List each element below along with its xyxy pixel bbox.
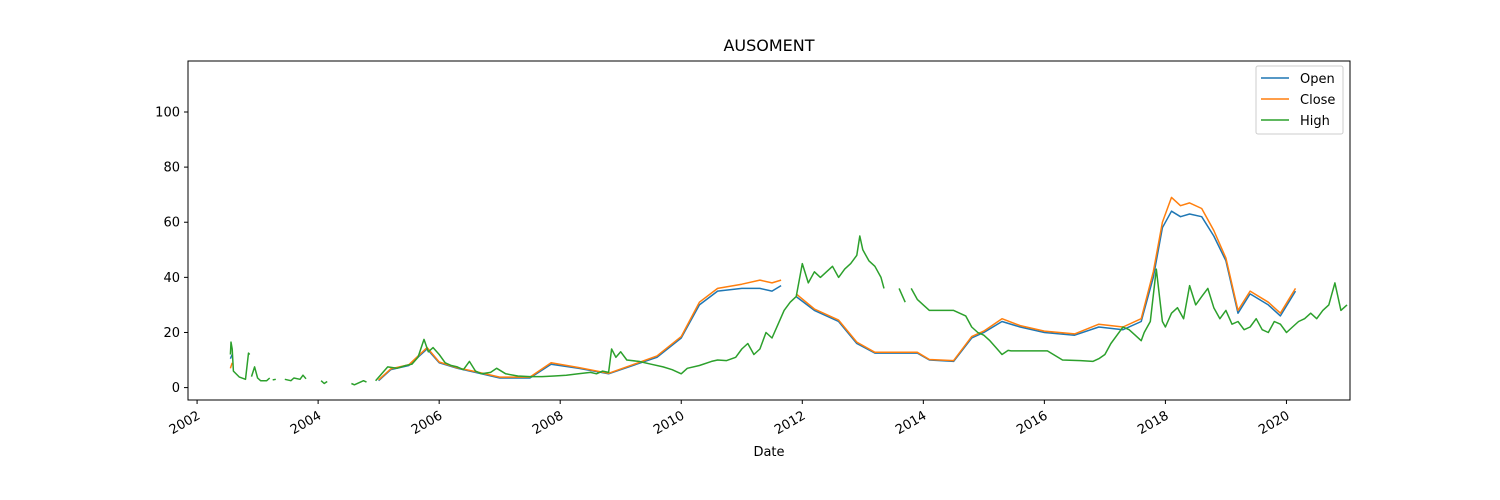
series-line-high (898, 288, 906, 303)
x-axis-label: Date (753, 445, 784, 460)
y-tick-label: 80 (163, 161, 180, 176)
legend-label-close: Close (1300, 93, 1335, 108)
series-line-high (910, 268, 1348, 363)
series-line-open (378, 284, 782, 382)
y-tick-label: 0 (172, 381, 180, 396)
y-tick-label: 60 (163, 216, 180, 231)
series-high (229, 235, 1348, 386)
series-line-close (378, 279, 782, 381)
y-tick-label: 100 (155, 105, 180, 120)
series-line-close (795, 196, 1297, 362)
chart-title: AUSOMENT (723, 36, 814, 55)
series-line-high (229, 341, 251, 381)
series-line-close (229, 362, 233, 369)
series-line-high (320, 380, 328, 385)
legend-box (1255, 65, 1344, 135)
plot-area (229, 196, 1348, 386)
legend: Open Close High (1255, 65, 1344, 135)
y-axis: 0 20 40 60 80 100 (155, 105, 188, 396)
series-line-high (375, 235, 885, 382)
series-line-high (250, 366, 271, 382)
y-tick-label: 20 (163, 326, 180, 341)
series-line-high (272, 378, 276, 381)
legend-label-open: Open (1300, 72, 1335, 87)
legend-label-high: High (1300, 114, 1330, 129)
plot-frame (187, 60, 1351, 401)
series-close (229, 196, 1297, 381)
series-line-high (351, 379, 367, 386)
series-line-high (284, 374, 307, 382)
y-tick-label: 40 (163, 271, 180, 286)
